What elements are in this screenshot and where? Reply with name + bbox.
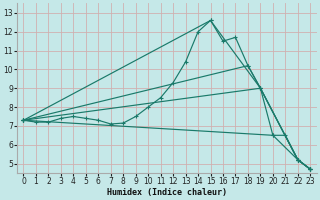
X-axis label: Humidex (Indice chaleur): Humidex (Indice chaleur) bbox=[107, 188, 227, 197]
